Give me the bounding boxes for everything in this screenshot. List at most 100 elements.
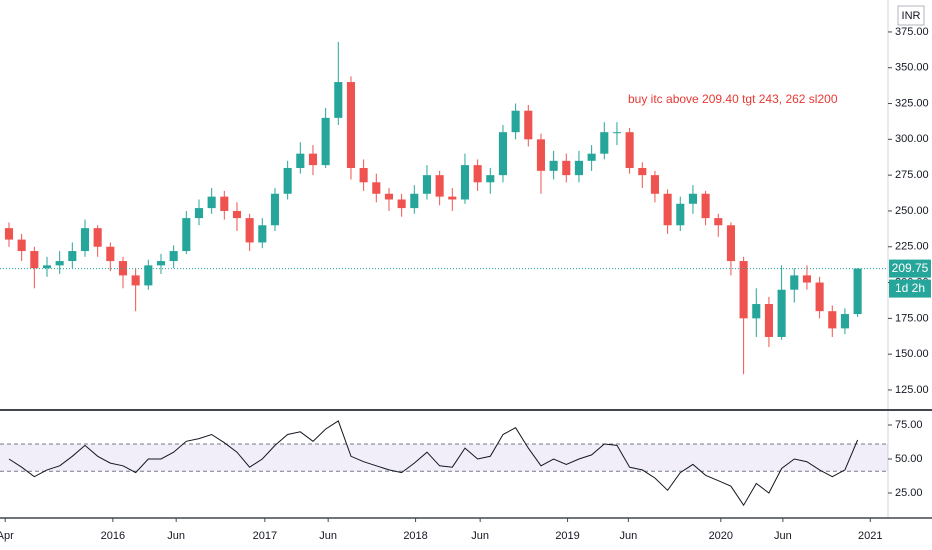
candle-body xyxy=(714,218,723,226)
candle-body xyxy=(612,132,622,134)
candle-body xyxy=(384,193,394,200)
y-tick-label: 50.00 xyxy=(895,453,923,465)
candle-body xyxy=(283,167,292,194)
rsi-line xyxy=(8,420,859,507)
candle-body xyxy=(486,175,495,183)
candle-body xyxy=(574,160,584,176)
price-tag: 209.75 xyxy=(892,261,929,275)
y-tick-label: 125.00 xyxy=(895,384,929,396)
price-tag-box xyxy=(889,259,931,278)
annotation: buy itc above 209.40 tgt 243, 262 sl200 xyxy=(628,92,838,106)
candle-body xyxy=(220,196,229,211)
candle-body xyxy=(397,199,406,209)
candle-body xyxy=(790,275,799,290)
y-tick-label: 325.00 xyxy=(895,97,929,109)
candle-body xyxy=(600,132,609,154)
x-tick-label: 2016 xyxy=(101,530,125,542)
candle-body xyxy=(802,275,811,283)
candle-body xyxy=(840,314,849,329)
x-tick-label: 2018 xyxy=(403,530,427,542)
candle-body xyxy=(410,193,419,209)
candle-body xyxy=(663,193,672,226)
x-tick-label: Jun xyxy=(619,530,637,542)
candle-body xyxy=(372,182,381,194)
candle-body xyxy=(80,228,90,252)
x-tick-label: Apr xyxy=(0,530,14,542)
candle-body xyxy=(498,132,508,176)
candle-body xyxy=(144,265,153,286)
candle-body xyxy=(422,175,432,194)
candle-body xyxy=(777,289,786,337)
candle-body xyxy=(270,193,280,226)
y-tick-label: 75.00 xyxy=(895,419,923,431)
candle-body xyxy=(55,261,64,266)
candle-body xyxy=(93,228,102,247)
candle-body xyxy=(562,160,571,176)
candle-body xyxy=(334,82,343,118)
y-tick-label: 275.00 xyxy=(895,169,929,181)
candle-body xyxy=(701,193,710,219)
candle-body xyxy=(726,225,735,262)
candle-body xyxy=(182,218,191,252)
y-tick-label: 300.00 xyxy=(895,133,929,145)
candle-body xyxy=(587,153,596,161)
y-tick-label: 150.00 xyxy=(895,348,929,360)
y-tick-label: 375.00 xyxy=(895,26,929,38)
candle-body xyxy=(752,304,761,319)
candle-body xyxy=(676,203,685,226)
candle-body xyxy=(346,82,356,168)
x-tick-label: Jun xyxy=(471,530,489,542)
candle-body xyxy=(4,228,14,240)
candle-body xyxy=(473,165,482,183)
candle-body xyxy=(106,246,115,262)
x-tick-label: 2021 xyxy=(858,530,882,542)
candle-body xyxy=(460,165,470,200)
candle-body xyxy=(296,153,305,168)
candle-body xyxy=(245,218,254,243)
candle-body xyxy=(448,196,457,200)
candle-body xyxy=(511,110,520,133)
candle-body xyxy=(828,311,837,329)
candle-body xyxy=(308,153,318,166)
candle-body xyxy=(435,175,444,197)
candle-body xyxy=(688,193,697,204)
candle-body xyxy=(853,268,862,315)
candle-body xyxy=(232,210,242,219)
candle-body xyxy=(359,167,368,183)
currency-box[interactable] xyxy=(897,5,925,26)
candle-body xyxy=(169,251,178,262)
candle-body xyxy=(815,282,824,312)
candle-body xyxy=(650,175,660,194)
candle-body xyxy=(194,208,204,219)
y-tick-label: 175.00 xyxy=(895,312,929,324)
y-tick-label: 225.00 xyxy=(895,241,929,253)
candle-body xyxy=(131,275,140,286)
x-tick-label: 2017 xyxy=(253,530,277,542)
candle-body xyxy=(42,265,52,269)
candle-body xyxy=(207,196,216,209)
candle-body xyxy=(30,251,39,269)
candle-body xyxy=(764,304,773,337)
rsi-band xyxy=(0,444,888,472)
candle-body xyxy=(118,261,128,276)
candle-body xyxy=(17,239,26,252)
candle-body xyxy=(68,251,77,262)
candle-body xyxy=(321,117,330,166)
x-tick-label: Jun xyxy=(774,530,792,542)
x-tick-label: Jun xyxy=(167,530,185,542)
countdown: 1d 2h xyxy=(895,281,925,295)
candle-body xyxy=(156,261,166,266)
candle-body xyxy=(536,139,546,171)
candle-body xyxy=(739,261,748,319)
candle-body xyxy=(258,225,267,243)
countdown-box xyxy=(889,279,931,298)
candle-body xyxy=(524,110,533,140)
candle-body xyxy=(549,160,558,171)
x-tick-label: Jun xyxy=(319,530,337,542)
currency: INR xyxy=(902,10,921,22)
y-tick-label: 250.00 xyxy=(895,205,929,217)
candle-body xyxy=(638,167,647,176)
